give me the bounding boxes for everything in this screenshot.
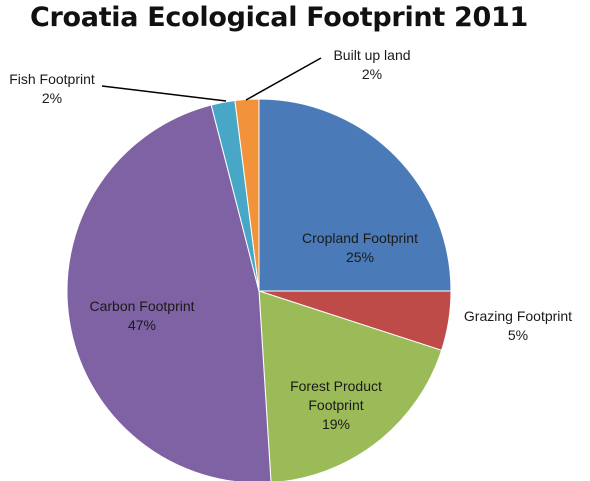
- leader-line-built-up-land: [245, 57, 322, 101]
- slice-carbon-footprint: [66, 104, 272, 481]
- slice-label-grazing-footprint: Grazing Footprint 5%: [464, 308, 572, 343]
- slice-cropland-footprint: [258, 98, 452, 292]
- slice-forest-product-footprint: [258, 290, 443, 481]
- chart-title: Croatia Ecological Footprint 2011: [30, 2, 528, 33]
- leader-line-fish-footprint: [101, 85, 227, 102]
- slice-label-cropland-footprint: Cropland Footprint 25%: [302, 230, 418, 265]
- slice-label-fish-footprint: Fish Footprint 2%: [9, 71, 95, 106]
- slice-label-carbon-footprint: Carbon Footprint 47%: [89, 298, 194, 333]
- slice-label-forest-product-footprint: Forest Product Footprint 19%: [290, 378, 382, 432]
- slice-label-built-up-land: Built up land 2%: [333, 47, 410, 82]
